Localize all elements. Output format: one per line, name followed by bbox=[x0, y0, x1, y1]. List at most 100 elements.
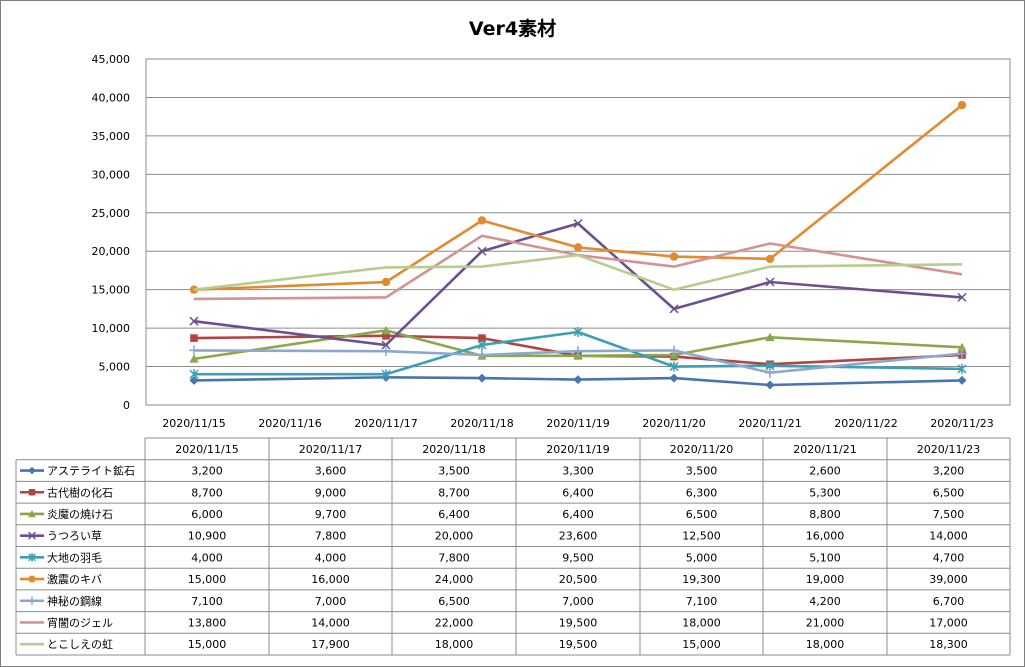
legend-label: とこしえの虹 bbox=[47, 638, 113, 651]
table-cell: 6,300 bbox=[686, 486, 718, 499]
data-point bbox=[957, 292, 967, 302]
table-cell: 4,000 bbox=[191, 551, 223, 564]
x-tick-label: 2020/11/19 bbox=[546, 417, 609, 430]
table-cell: 6,400 bbox=[562, 486, 594, 499]
table-cell: 6,400 bbox=[438, 508, 470, 521]
data-point bbox=[957, 342, 967, 352]
table-cell: 18,300 bbox=[929, 638, 968, 651]
table-header-cell: 2020/11/20 bbox=[670, 443, 733, 456]
y-tick-label: 40,000 bbox=[92, 91, 131, 104]
table-cell: 10,900 bbox=[188, 530, 227, 543]
table-cell: 3,500 bbox=[438, 465, 470, 478]
table-cell: 19,300 bbox=[682, 573, 721, 586]
table-cell: 5,000 bbox=[686, 551, 718, 564]
table-header-cell: 2020/11/19 bbox=[546, 443, 609, 456]
table-cell: 20,500 bbox=[559, 573, 598, 586]
data-point bbox=[477, 373, 487, 383]
data-point bbox=[573, 219, 583, 229]
series-line bbox=[193, 104, 963, 291]
x-tick-label: 2020/11/20 bbox=[642, 417, 705, 430]
table-cell: 6,400 bbox=[562, 508, 594, 521]
table-cell: 14,000 bbox=[311, 616, 350, 629]
table-header-cell: 2020/11/23 bbox=[917, 443, 980, 456]
data-point bbox=[669, 252, 679, 261]
legend-marker bbox=[28, 531, 36, 540]
legend-marker bbox=[28, 553, 36, 562]
data-point bbox=[669, 345, 679, 356]
legend-label: 大地の羽毛 bbox=[47, 550, 102, 564]
data-point bbox=[765, 254, 775, 264]
data-point bbox=[765, 332, 775, 342]
x-tick-label: 2020/11/23 bbox=[930, 417, 993, 430]
table-cell: 6,000 bbox=[191, 508, 223, 521]
table-cell: 7,000 bbox=[315, 595, 347, 608]
table-header-cell: 2020/11/18 bbox=[422, 443, 485, 456]
x-tick-label: 2020/11/15 bbox=[162, 417, 225, 430]
data-point bbox=[189, 316, 199, 326]
table-cell: 8,800 bbox=[809, 508, 841, 521]
x-tick-label: 2020/11/21 bbox=[738, 417, 801, 430]
data-point bbox=[669, 304, 679, 314]
y-tick-label: 35,000 bbox=[92, 130, 131, 143]
table-cell: 15,000 bbox=[682, 638, 721, 651]
table-cell: 7,500 bbox=[933, 508, 965, 521]
table-cell: 3,200 bbox=[933, 465, 965, 478]
table-cell: 6,500 bbox=[686, 508, 718, 521]
y-tick-label: 10,000 bbox=[92, 322, 131, 335]
table-cell: 6,500 bbox=[438, 595, 470, 608]
y-tick-label: 45,000 bbox=[92, 53, 131, 66]
table-cell: 22,000 bbox=[435, 616, 474, 629]
legend-label: アステライト鉱石 bbox=[47, 464, 135, 478]
legend-marker bbox=[28, 466, 36, 475]
data-point bbox=[477, 216, 487, 225]
data-point bbox=[573, 375, 583, 385]
table-cell: 7,100 bbox=[686, 595, 718, 608]
table-cell: 3,300 bbox=[562, 465, 594, 478]
y-tick-label: 0 bbox=[123, 399, 130, 412]
series-line bbox=[193, 253, 963, 292]
data-point bbox=[957, 363, 967, 374]
table-header-cell: 2020/11/17 bbox=[299, 443, 362, 456]
data-point bbox=[381, 277, 391, 287]
x-tick-label: 2020/11/22 bbox=[834, 417, 897, 430]
table-cell: 21,000 bbox=[806, 616, 845, 629]
table-cell: 18,000 bbox=[682, 616, 721, 629]
table-cell: 8,700 bbox=[191, 486, 223, 499]
table-cell: 20,000 bbox=[435, 530, 474, 543]
data-point bbox=[381, 369, 391, 380]
data-point bbox=[189, 369, 199, 380]
table-cell: 14,000 bbox=[929, 530, 968, 543]
table-cell: 18,000 bbox=[806, 638, 845, 651]
data-point bbox=[190, 334, 198, 342]
table-cell: 5,100 bbox=[809, 551, 841, 564]
table-cell: 13,800 bbox=[188, 616, 227, 629]
table-cell: 3,500 bbox=[686, 465, 718, 478]
data-point bbox=[381, 346, 391, 357]
table-header-cell: 2020/11/15 bbox=[175, 443, 238, 456]
table-cell: 9,700 bbox=[315, 508, 347, 521]
table-cell: 7,800 bbox=[315, 530, 347, 543]
table-cell: 9,500 bbox=[562, 551, 594, 564]
data-point bbox=[957, 375, 967, 385]
data-point bbox=[669, 361, 679, 372]
legend-label: 宵闇のジェル bbox=[47, 615, 113, 629]
y-tick-label: 25,000 bbox=[92, 207, 131, 220]
legend-marker bbox=[28, 575, 36, 583]
table-cell: 4,200 bbox=[809, 595, 841, 608]
data-point bbox=[478, 334, 486, 342]
table-cell: 2,600 bbox=[809, 465, 841, 478]
y-tick-label: 15,000 bbox=[92, 284, 131, 297]
data-point bbox=[189, 375, 199, 385]
table-cell: 24,000 bbox=[435, 573, 474, 586]
data-point bbox=[189, 354, 199, 363]
y-tick-label: 5,000 bbox=[99, 361, 131, 374]
x-tick-label: 2020/11/18 bbox=[450, 417, 513, 430]
data-point bbox=[765, 367, 775, 378]
data-point bbox=[573, 326, 583, 337]
table-cell: 5,300 bbox=[809, 486, 841, 499]
table-cell: 15,000 bbox=[188, 638, 227, 651]
legend-label: 炎魔の焼け石 bbox=[47, 507, 113, 521]
data-point bbox=[382, 332, 390, 340]
